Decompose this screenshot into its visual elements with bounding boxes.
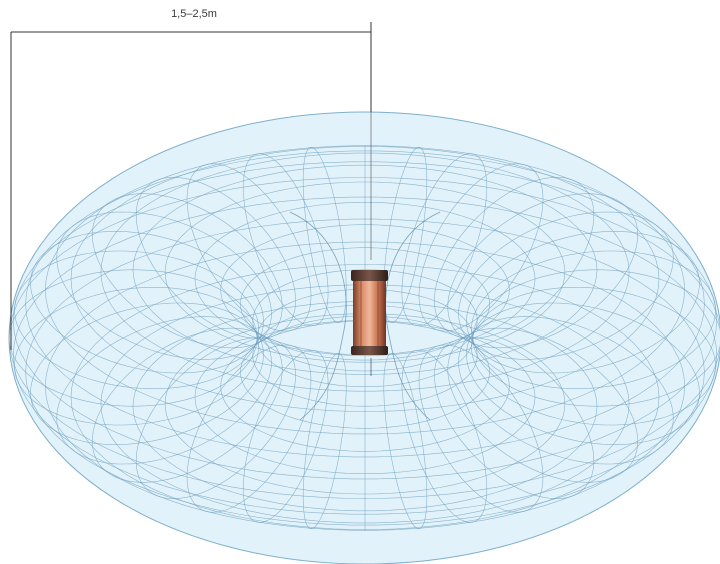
torus-parallel-line — [70, 264, 660, 530]
torus-parallel-line — [252, 304, 478, 407]
torus-inner-hole — [289, 211, 441, 421]
copper-coil-icon — [351, 270, 388, 355]
torus-parallel-line — [9, 177, 720, 499]
torus-parallel-line — [164, 313, 566, 495]
dimension-indicator — [10, 22, 372, 376]
torus-parallel-line — [70, 146, 660, 412]
torus-parallel-line — [194, 320, 536, 474]
torus-parallel-line — [132, 301, 598, 512]
torus-parallel-line — [220, 320, 510, 452]
torus-parallel-line — [100, 284, 630, 524]
torus-parallel-line — [252, 269, 478, 372]
torus-parallel-line — [25, 150, 705, 458]
torus-parallel-line — [240, 247, 490, 361]
torus-wireframe — [9, 145, 720, 531]
torus-parallel-line — [164, 181, 566, 363]
coil-top-cap — [351, 270, 388, 281]
dimension-label: 1,5–2,5m — [171, 8, 217, 20]
torus-parallel-line — [240, 315, 490, 429]
torus-parallel-line — [132, 164, 598, 375]
torus-parallel-line — [220, 224, 510, 356]
torus-parallel-line — [44, 241, 685, 531]
torus-parallel-line — [25, 218, 705, 526]
coil-bottom-cap — [351, 346, 388, 355]
coil-body — [353, 276, 386, 352]
torus-parallel-line — [12, 196, 718, 515]
torus-parallel-line — [100, 152, 630, 392]
